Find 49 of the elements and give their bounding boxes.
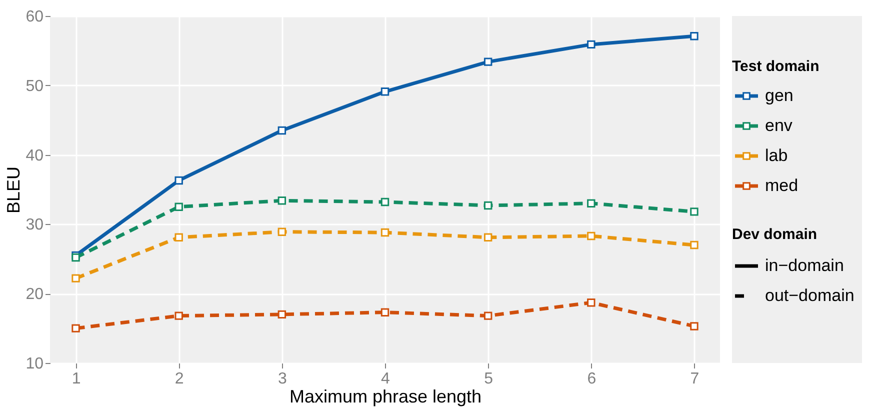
point	[278, 126, 286, 135]
text: out−domain	[765, 286, 854, 305]
y-tick-label: 60	[26, 8, 44, 26]
point	[484, 58, 492, 66]
point	[380, 88, 390, 96]
x-tick-label: 2	[174, 370, 184, 388]
point	[380, 308, 390, 316]
legend-label: med	[765, 176, 798, 195]
point	[72, 324, 80, 332]
point	[587, 199, 596, 208]
point	[587, 40, 596, 49]
x-tick-label: 6	[587, 370, 596, 388]
point	[484, 312, 492, 320]
x-tick-label: 7	[690, 370, 700, 388]
point	[174, 202, 183, 211]
legend-label: gen	[765, 86, 794, 105]
x-tick-label: 4	[381, 370, 390, 388]
point	[174, 176, 183, 185]
text: in−domain	[765, 256, 844, 275]
point	[278, 310, 286, 319]
y-tick-label: 50	[26, 78, 44, 95]
y-tick-label: 20	[26, 286, 44, 304]
x-tick-label: 1	[72, 370, 81, 388]
text: Dev domain	[732, 226, 818, 243]
point	[174, 312, 183, 320]
legend-label: lab	[765, 146, 788, 165]
point	[690, 32, 698, 40]
y-axis-title: BLEU	[4, 166, 24, 214]
point	[174, 233, 183, 242]
x-tick-label: 3	[278, 370, 287, 388]
point	[484, 233, 492, 242]
point	[278, 228, 286, 236]
text: Test domain	[732, 58, 820, 75]
point	[278, 196, 286, 205]
y-tick-label: 30	[26, 216, 44, 234]
y-tick-label: 10	[26, 356, 44, 372]
point	[380, 228, 390, 237]
x-tick-label: 5	[484, 370, 494, 388]
point	[380, 198, 390, 206]
y-tick-label: 40	[26, 147, 44, 164]
point	[484, 201, 492, 210]
point	[690, 208, 698, 216]
x-axis-title: Maximum phrase length	[289, 386, 482, 406]
point	[690, 322, 698, 330]
point	[690, 240, 698, 250]
point	[587, 232, 596, 240]
point	[72, 274, 80, 282]
point	[587, 298, 596, 307]
legend-label: env	[765, 116, 793, 135]
